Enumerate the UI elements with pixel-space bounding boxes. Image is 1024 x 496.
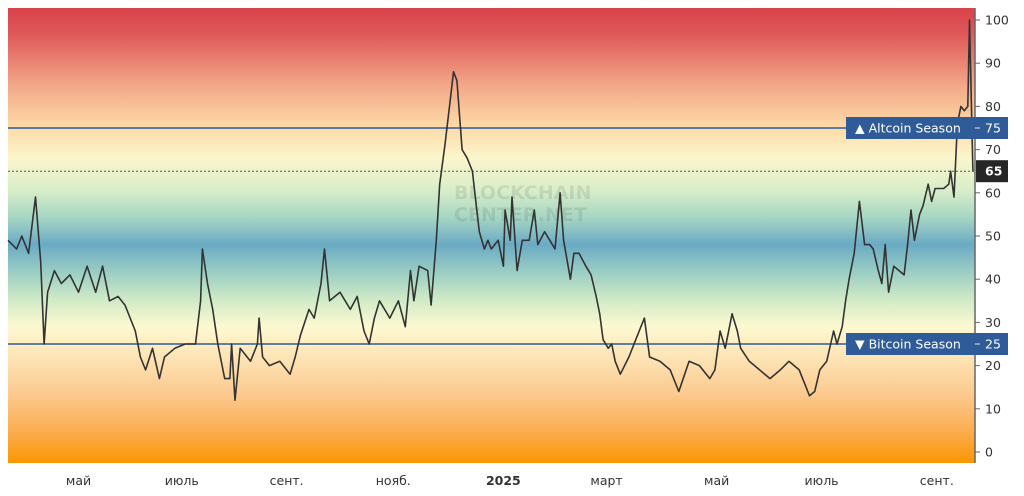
x-tick-label: июль xyxy=(805,473,839,488)
series-line xyxy=(7,19,974,402)
reference-value: 75 xyxy=(985,121,1001,136)
x-tick-label: июль xyxy=(165,473,199,488)
current-value-badge: 65 xyxy=(976,160,1008,183)
y-tick-label: 10 xyxy=(985,401,1001,416)
y-tick-label: 30 xyxy=(985,315,1001,330)
svg-text:BLOCKCHAIN: BLOCKCHAIN xyxy=(454,182,591,204)
current-value-text: 65 xyxy=(985,164,1002,179)
reference-label-text: ▼ Bitcoin Season xyxy=(855,337,961,352)
x-tick-label: май xyxy=(66,473,91,488)
x-tick-label: нояб. xyxy=(376,473,411,488)
y-tick-label: 20 xyxy=(985,358,1001,373)
x-tick-label: 2025 xyxy=(486,473,521,488)
svg-text:CENTER.NET: CENTER.NET xyxy=(454,204,587,226)
y-tick-label: 50 xyxy=(985,229,1001,244)
y-tick-label: 0 xyxy=(985,445,993,460)
x-tick-label: сент. xyxy=(270,473,304,488)
plot-background xyxy=(8,8,975,463)
watermark: BLOCKCHAIN CENTER.NET xyxy=(454,182,591,226)
reference-label-bitcoin-season: ▼ Bitcoin Season 25 xyxy=(846,333,1008,355)
x-tick-label: март xyxy=(590,473,622,488)
x-tick-label: сент. xyxy=(920,473,954,488)
x-tick-label: май xyxy=(704,473,729,488)
y-tick-label: 90 xyxy=(985,56,1001,71)
y-tick-label: 60 xyxy=(985,185,1001,200)
y-tick-label: 100 xyxy=(985,13,1009,28)
y-tick-label: 80 xyxy=(985,99,1001,114)
reference-value: 25 xyxy=(985,337,1001,352)
y-tick-label: 70 xyxy=(985,142,1001,157)
y-tick-label: 40 xyxy=(985,272,1001,287)
reference-label-text: ▲ Altcoin Season xyxy=(855,121,961,136)
reference-label-altcoin-season: ▲ Altcoin Season 75 xyxy=(846,117,1008,139)
